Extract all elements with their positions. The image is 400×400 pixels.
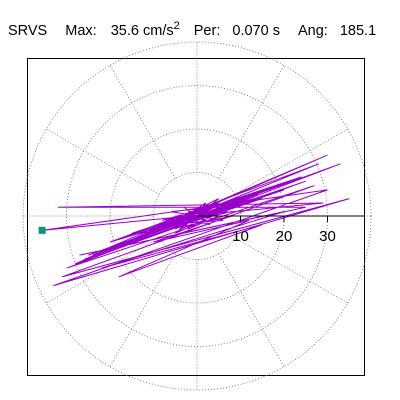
grid-spoke [234, 128, 348, 195]
plot-frame [27, 58, 365, 376]
max-unit-exponent: 2 [173, 20, 180, 32]
period-value: 0.070 s [232, 23, 280, 39]
angle-label: Ang: [297, 23, 328, 39]
radial-tick-label: 20 [276, 228, 293, 245]
radial-tick-label: 30 [319, 228, 336, 245]
period-label: Per: [193, 23, 221, 39]
grid-spoke [218, 65, 285, 179]
grid-spoke [109, 65, 176, 179]
grid-ring [22, 41, 372, 391]
grid-spoke [234, 237, 348, 304]
max-unit-base: cm/s [142, 23, 174, 39]
grid-spoke [218, 253, 285, 367]
radial-tick-label: 10 [232, 228, 249, 245]
grid-spoke [109, 253, 176, 367]
max-number: 35.6 [110, 23, 139, 39]
max-label: Max: [65, 23, 97, 39]
max-value: 35.6 cm/s2 [111, 14, 180, 43]
max-marker [38, 226, 46, 234]
chart-header: SRVS Max: 35.6 cm/s2 Per: 0.070 s Ang: 1… [8, 14, 376, 39]
grid-spoke [46, 128, 160, 195]
trace-line [42, 154, 350, 287]
max-unit: cm/s2 [143, 14, 180, 43]
station-code: SRVS [8, 23, 48, 39]
angle-value: 185.1 [339, 23, 377, 39]
